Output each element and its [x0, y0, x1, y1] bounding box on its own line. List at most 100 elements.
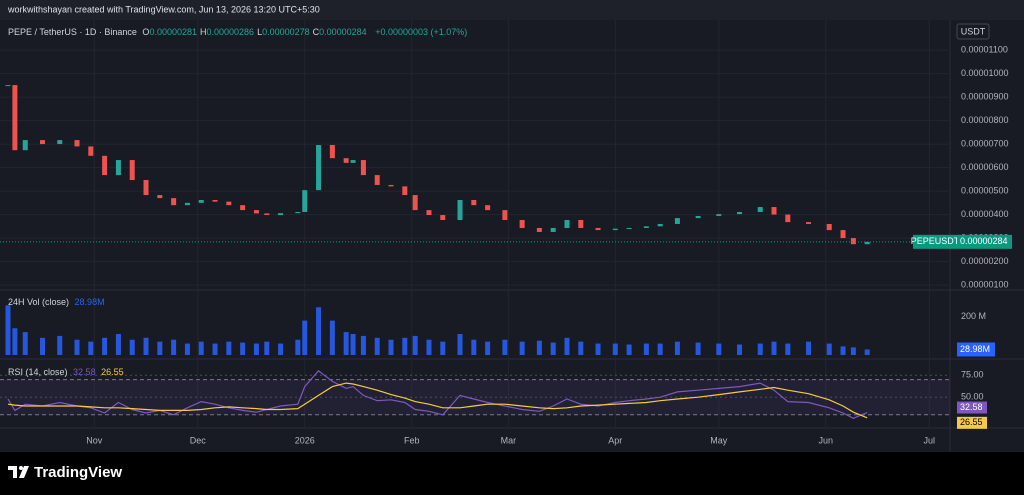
candle: [402, 186, 408, 196]
candle: [226, 201, 232, 206]
rsi-tag: 26.55: [960, 417, 983, 427]
ohlc-label: L: [257, 27, 263, 37]
candle: [295, 211, 301, 214]
y-tick-label: 0.00000900: [961, 91, 1009, 101]
ohlc-label: O: [142, 27, 150, 37]
volume-bar: [115, 334, 121, 355]
volume-bar: [198, 341, 204, 355]
volume-bar: [102, 337, 108, 355]
rsi-tag: 32.58: [960, 402, 983, 412]
volume-bar: [74, 339, 80, 355]
volume-title: 24H Vol (close): [8, 297, 70, 307]
volume-bar: [5, 305, 11, 355]
candle: [212, 200, 218, 202]
y-tick-label: 200 M: [961, 311, 986, 321]
ohlc-label: H: [200, 27, 207, 37]
candle: [485, 205, 491, 211]
volume-bar: [278, 343, 284, 355]
volume-bar: [550, 342, 556, 355]
credit: workwithshayan created with TradingView.…: [7, 4, 320, 14]
candle: [785, 214, 791, 223]
candle: [771, 207, 777, 215]
candle: [40, 140, 46, 145]
volume-bar: [806, 341, 812, 355]
candle: [388, 184, 394, 187]
logo-mark: [8, 466, 29, 478]
volume-bar: [22, 332, 28, 355]
candle: [657, 223, 663, 227]
y-tick-label: 0.00000400: [961, 209, 1009, 219]
volume-bar: [612, 343, 618, 355]
rsi-line: [7, 382, 868, 419]
volume-legend: 24H Vol (close) 28.98M: [8, 297, 108, 307]
volume-bar: [360, 335, 366, 355]
ohlc-value: 0.00000281: [149, 27, 197, 37]
x-tick-label: Jul: [924, 435, 936, 445]
volume-bar: [643, 343, 649, 355]
candle: [102, 155, 108, 176]
candle: [374, 175, 380, 185]
volume-bar: [212, 343, 218, 355]
volume-bar: [12, 328, 18, 355]
grid: [0, 20, 950, 428]
candle: [716, 214, 722, 216]
rsi-tag-bg: [957, 401, 987, 414]
candle: [626, 227, 632, 229]
volume-bar: [226, 341, 232, 355]
volume-bar: [757, 343, 763, 355]
x-tick-label: Jun: [819, 435, 834, 445]
y-tick-label: 0.00000700: [961, 138, 1009, 148]
volume-bar: [329, 320, 335, 355]
candle: [5, 85, 11, 87]
candle: [412, 195, 418, 211]
ohlc: O0.00000281 H0.00000286 L0.00000278 C0.0000…: [142, 27, 369, 37]
volume-value: 28.98M: [74, 297, 105, 307]
y-tick-label: 0.00000200: [961, 256, 1009, 266]
x-tick-label: Feb: [404, 435, 420, 445]
volume-bar: [626, 344, 632, 355]
volume-bar: [695, 342, 701, 355]
candle: [595, 227, 601, 231]
candle: [184, 202, 190, 206]
candle: [115, 160, 121, 176]
logo: TradingView: [8, 464, 122, 481]
candle: [157, 195, 163, 199]
candle: [278, 213, 284, 216]
candle: [564, 219, 570, 228]
currency-box[interactable]: [956, 23, 990, 40]
volume-bar: [426, 339, 432, 355]
candle: [457, 200, 463, 220]
candle: [536, 227, 542, 232]
y-tick-label: 0.00000600: [961, 162, 1009, 172]
candle: [757, 207, 763, 212]
symbol-tag: PEPEUSDT: [911, 236, 960, 246]
volume-bar: [184, 343, 190, 355]
y-tick-label: 0.00001000: [961, 68, 1009, 78]
rsi-value: 32.58: [73, 367, 96, 377]
symbol-title: PEPE / TetherUS · 1D · Binance: [8, 27, 137, 37]
candle: [643, 226, 649, 228]
last-price-tag: 0.00000284: [960, 236, 1008, 246]
candle: [864, 241, 870, 245]
volume-bar: [143, 337, 149, 355]
volume-bar: [485, 341, 491, 355]
y-tick-label: 0.00000100: [961, 279, 1009, 289]
volume-bar: [716, 343, 722, 355]
y-tick-label: 0.00000500: [961, 185, 1009, 195]
candle: [12, 85, 18, 151]
volume-bar: [536, 340, 542, 355]
volume-bar: [316, 307, 322, 355]
candle: [578, 219, 584, 228]
volume-bar: [57, 335, 63, 355]
candle: [806, 222, 812, 224]
candle: [840, 230, 846, 239]
volume-bar: [88, 341, 94, 355]
volume-bar: [295, 339, 301, 355]
symbol-tag-bg: [913, 234, 957, 249]
volume-bar: [440, 341, 446, 355]
candle: [502, 210, 508, 220]
candle: [550, 227, 556, 232]
x-tick-label: Mar: [501, 435, 517, 445]
candle: [471, 200, 477, 206]
